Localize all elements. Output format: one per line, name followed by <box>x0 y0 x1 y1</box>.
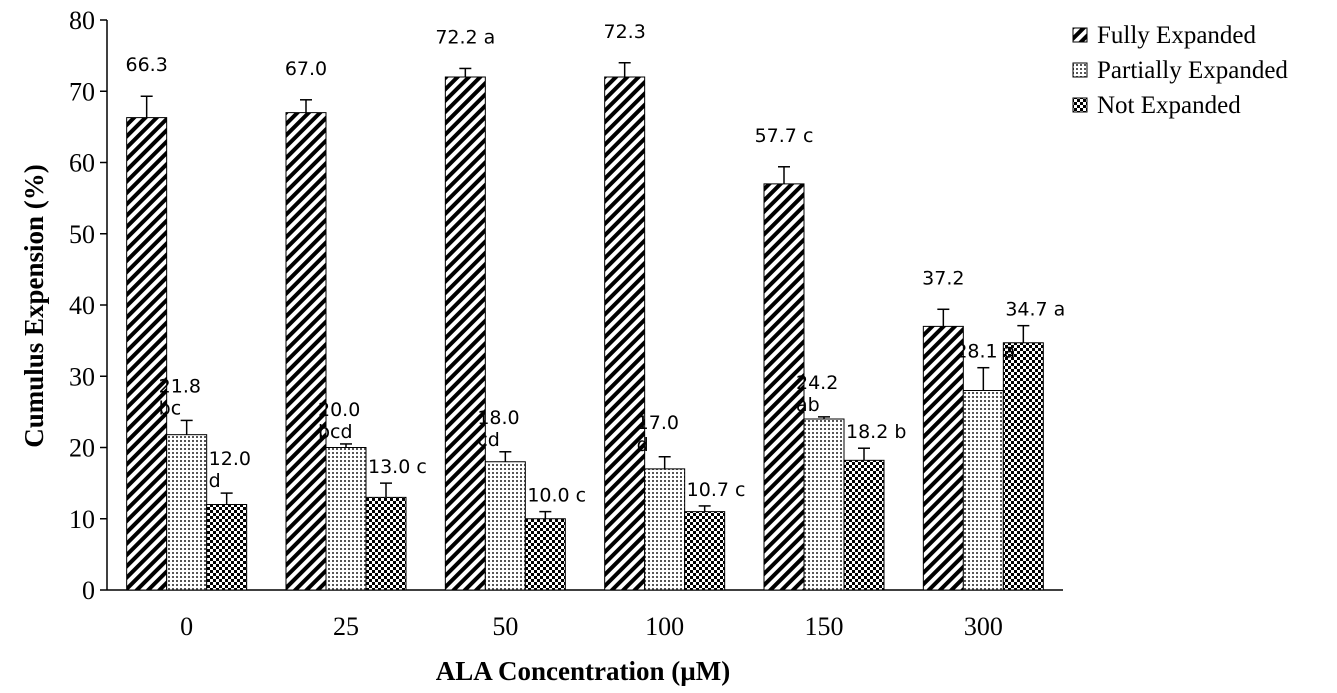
bar <box>166 434 208 591</box>
legend-swatch <box>1072 97 1088 113</box>
data-label: 72.3 <box>604 21 646 43</box>
legend-swatch <box>1072 27 1088 43</box>
bar <box>325 447 367 591</box>
y-tick-label: 50 <box>69 220 95 249</box>
x-tick-label: 300 <box>964 612 1003 641</box>
data-label: 20.0 bcd <box>318 399 360 443</box>
legend: Fully Expanded Partially Expanded Not Expa… <box>1072 22 1288 119</box>
data-label: 67.0 <box>285 58 327 80</box>
legend-swatch <box>1072 62 1088 78</box>
x-axis-title: ALA Concentration (µM) <box>436 656 731 686</box>
bar <box>922 325 964 591</box>
data-label: 72.2 a <box>435 26 495 48</box>
x-tick-label: 50 <box>492 612 518 641</box>
x-axis: 0 25 50 100 150 300 <box>107 589 1063 641</box>
bars-layer <box>126 62 1044 591</box>
data-label: 66.3 <box>126 54 168 76</box>
data-label: 12.0 d <box>209 448 251 492</box>
bar <box>644 468 686 591</box>
x-tick-label: 150 <box>805 612 844 641</box>
x-tick-label: 25 <box>333 612 359 641</box>
data-label: 24.2 ab <box>796 372 838 416</box>
bar <box>962 390 1004 591</box>
bar <box>444 76 486 591</box>
y-axis-title: Cumulus Expension (%) <box>19 164 49 448</box>
data-label: 10.7 c <box>687 479 746 501</box>
x-tick-label: 100 <box>645 612 684 641</box>
y-tick-label: 70 <box>69 77 95 106</box>
y-tick-label: 0 <box>82 576 95 605</box>
y-tick-label: 80 <box>69 6 95 35</box>
y-axis: 0 10 20 30 40 50 60 70 80 <box>69 6 108 605</box>
bar <box>206 504 248 591</box>
y-tick-label: 30 <box>69 362 95 391</box>
legend-label: Partially Expanded <box>1097 57 1288 84</box>
y-tick-label: 20 <box>69 434 95 463</box>
data-label: 28.1 a <box>955 341 1015 363</box>
bar <box>1002 342 1044 591</box>
bar <box>803 418 845 591</box>
bar <box>604 76 646 591</box>
data-label: 17.0 d <box>637 412 679 456</box>
data-label: 10.0 c <box>527 485 586 507</box>
bar <box>484 461 526 591</box>
bar <box>285 112 327 591</box>
y-tick-label: 60 <box>69 149 95 178</box>
data-label: 34.7 a <box>1005 299 1065 321</box>
data-label: 57.7 c <box>755 125 814 147</box>
bar <box>684 511 726 591</box>
data-label: 18.2 b <box>846 421 906 443</box>
x-tick-label: 0 <box>180 612 193 641</box>
data-label: 13.0 c <box>368 456 427 478</box>
y-tick-label: 40 <box>69 291 95 320</box>
data-label: 18.0 cd <box>477 407 519 451</box>
data-label: 37.2 <box>922 267 964 289</box>
data-label: 21.8 bc <box>159 375 201 419</box>
legend-label: Fully Expanded <box>1097 22 1257 49</box>
legend-label: Not Expanded <box>1097 92 1241 119</box>
bar <box>126 117 168 591</box>
bar <box>365 496 407 591</box>
y-tick-label: 10 <box>69 505 95 534</box>
bar <box>524 518 566 591</box>
bar <box>843 459 885 591</box>
